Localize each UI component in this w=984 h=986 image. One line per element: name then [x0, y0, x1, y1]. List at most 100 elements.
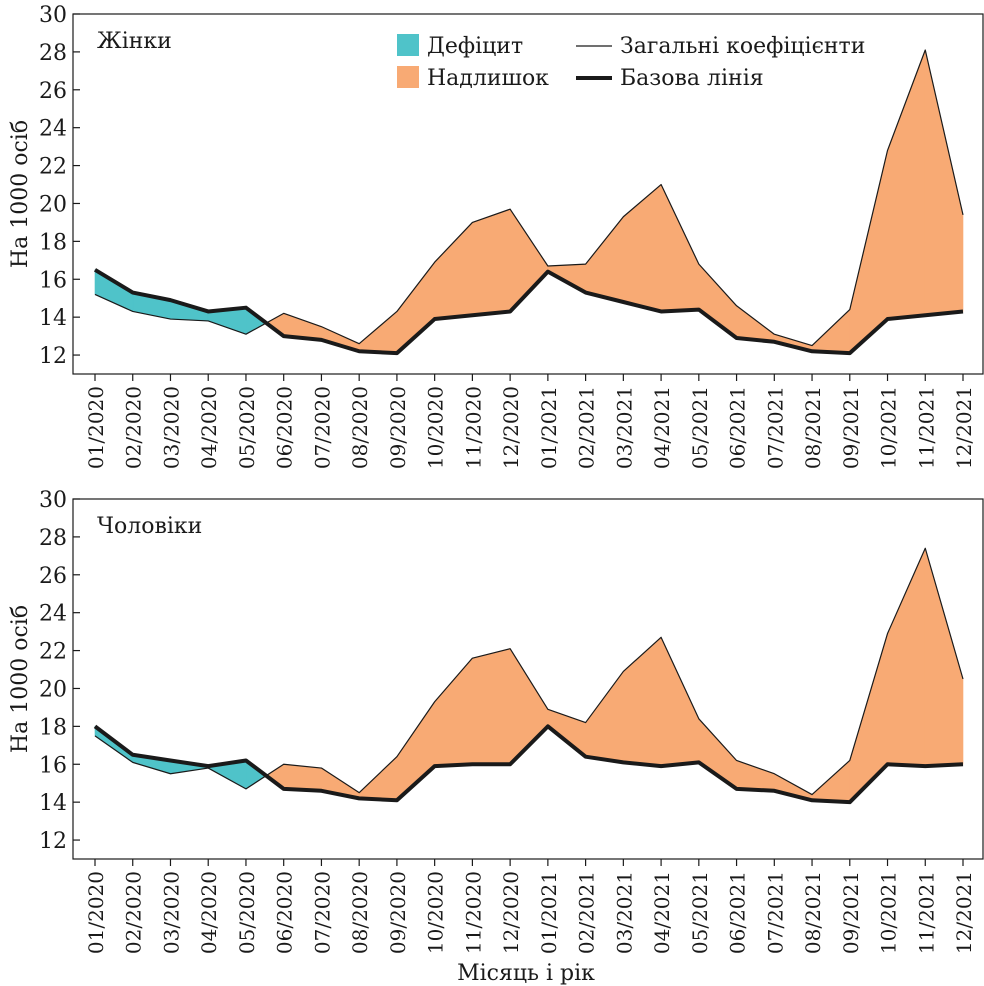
- women-x-tick-label-23: 12/2021: [952, 386, 976, 469]
- legend: Дефіцит Надлишок Загальні коефіцієнти Ба…: [397, 34, 865, 91]
- men-x-tick-label-2: 03/2020: [159, 871, 183, 954]
- women-observed-line: [94, 49, 964, 347]
- men-x-tick-label-1: 02/2020: [122, 871, 146, 954]
- men-y-tick-label-2: 16: [39, 753, 67, 778]
- women-x-tick-label-17: 06/2021: [726, 386, 750, 469]
- men-x-tick-label-12: 01/2021: [537, 871, 561, 954]
- men-observed-line: [94, 547, 964, 796]
- women-y-tick-label-0: 12: [39, 344, 67, 369]
- men-surplus-area-9-0: [434, 657, 473, 767]
- legend-deficit-label: Дефіцит: [427, 34, 523, 59]
- women-surplus-area-10-0: [472, 208, 511, 316]
- women-surplus-area-21-0: [887, 49, 926, 320]
- men-panel-label: Чоловіки: [97, 514, 202, 539]
- men-surplus-area-15-0: [660, 637, 700, 767]
- women-plot-frame: [72, 13, 984, 375]
- legend-deficit-swatch: [397, 34, 419, 56]
- women-y-tick-label-5: 22: [39, 155, 67, 180]
- men-x-tick-label-11: 12/2020: [499, 871, 523, 954]
- women-y-tick-label-2: 16: [39, 268, 67, 293]
- women-x-tick-label-6: 07/2020: [310, 386, 334, 469]
- men-y-tick-label-3: 18: [39, 715, 67, 740]
- women-baseline-line: [93, 268, 964, 356]
- men-surplus-area-20-0: [849, 633, 888, 803]
- men-y-tick-label-1: 14: [39, 791, 67, 816]
- women-x-tick-label-1: 02/2020: [122, 386, 146, 469]
- men-y-tick-label-9: 30: [39, 488, 67, 513]
- men-x-tick-label-8: 09/2020: [386, 871, 410, 954]
- men-y-tick-label-0: 12: [39, 829, 67, 854]
- women-x-tick-label-20: 09/2021: [839, 386, 863, 469]
- men-surplus-area-10-0: [472, 648, 511, 765]
- men-x-tick-label-5: 06/2020: [273, 871, 297, 954]
- men-x-tick-label-16: 05/2021: [688, 871, 712, 954]
- men-x-tick-label-17: 06/2021: [726, 871, 750, 954]
- women-surplus-area-9-0: [434, 221, 473, 320]
- men-x-tick-label-10: 11/2020: [461, 871, 485, 954]
- women-x-tick-label-19: 08/2021: [801, 386, 825, 469]
- men-x-tick-label-20: 09/2021: [839, 871, 863, 954]
- men-surplus-area-21-0: [887, 548, 926, 767]
- women-x-tick-label-14: 03/2021: [612, 386, 636, 469]
- women-surplus-area-19-0: [811, 308, 851, 354]
- men-baseline-line: [93, 724, 964, 805]
- women-x-tick-label-11: 12/2020: [499, 386, 523, 469]
- men-x-tick-label-0: 01/2020: [84, 871, 108, 954]
- women-surplus-area-11-0: [509, 208, 549, 313]
- men-surplus-area-5-0: [283, 763, 322, 792]
- women-x-tick-label-12: 01/2021: [537, 386, 561, 469]
- women-y-tick-label-6: 24: [39, 117, 67, 142]
- women-x-tick-label-3: 04/2020: [197, 386, 221, 469]
- women-surplus-area-14-0: [623, 183, 662, 312]
- women-x-tick-label-18: 07/2021: [763, 386, 787, 469]
- women-surplus-area-17-0: [736, 305, 775, 343]
- women-x-tick-label-2: 03/2020: [159, 386, 183, 469]
- women-x-tick-label-15: 04/2021: [650, 386, 674, 469]
- men-x-tick-label-4: 05/2020: [235, 871, 259, 954]
- women-y-axis-label: На 1000 осіб: [8, 120, 33, 268]
- men-y-tick-label-7: 26: [39, 564, 67, 589]
- men-y-tick-label-8: 28: [39, 526, 67, 551]
- women-x-tick-label-0: 01/2020: [84, 386, 108, 469]
- women-surplus-area-7-0: [358, 310, 398, 354]
- women-y-tick-label-8: 28: [39, 41, 67, 66]
- women-x-tick-label-7: 08/2020: [348, 386, 372, 469]
- women-y-tick-label-1: 14: [39, 306, 67, 331]
- legend-baseline-label: Базова лінія: [620, 66, 764, 91]
- men-x-tick-label-22: 11/2021: [914, 871, 938, 954]
- men-plot-frame: [72, 498, 984, 860]
- women-x-tick-label-21: 10/2021: [877, 386, 901, 469]
- women-surplus-area-15-0: [660, 184, 700, 312]
- men-x-tick-label-13: 02/2021: [575, 871, 599, 954]
- women-x-tick-label-9: 10/2020: [424, 386, 448, 469]
- men-surplus-area-19-0: [811, 759, 851, 803]
- men-surplus-area-14-0: [623, 636, 662, 767]
- men-y-tick-label-5: 22: [39, 640, 67, 665]
- men-x-tick-label-21: 10/2021: [877, 871, 901, 954]
- women-y-tick-label-7: 26: [39, 79, 67, 104]
- men-y-tick-label-6: 24: [39, 602, 67, 627]
- women-y-tick-label-9: 30: [39, 3, 67, 28]
- women-x-tick-label-10: 11/2020: [461, 386, 485, 469]
- women-x-tick-label-13: 02/2021: [575, 386, 599, 469]
- men-x-tick-label-3: 04/2020: [197, 871, 221, 954]
- men-surplus-area-13-0: [585, 670, 624, 763]
- women-x-tick-label-5: 06/2020: [273, 386, 297, 469]
- men-x-tick-label-15: 04/2021: [650, 871, 674, 954]
- men-x-tick-label-18: 07/2021: [763, 871, 787, 954]
- men-x-tick-label-6: 07/2020: [310, 871, 334, 954]
- legend-surplus-label: Надлишок: [427, 66, 549, 91]
- men-x-tick-label-19: 08/2021: [801, 871, 825, 954]
- women-surplus-area-8-0: [396, 261, 435, 354]
- men-panel: 12 14 16 18 20 22 24 26 28 30 01/2020 02/2020 03/202…: [8, 488, 984, 986]
- men-surplus-area-7-0: [358, 755, 398, 801]
- women-panel: 12 14 16 18 20 22 24 26 28 30 01/2020 02/2020 03/202…: [8, 3, 984, 469]
- men-x-tick-label-23: 12/2021: [952, 871, 976, 954]
- women-x-tick-label-8: 09/2020: [386, 386, 410, 469]
- men-y-tick-label-4: 20: [39, 677, 67, 702]
- women-surplus-area-13-0: [585, 215, 624, 303]
- women-y-tick-label-3: 18: [39, 230, 67, 255]
- women-y-tick-label-4: 20: [39, 192, 67, 217]
- women-panel-label: Жінки: [97, 29, 172, 54]
- women-x-tick-label-16: 05/2021: [688, 386, 712, 469]
